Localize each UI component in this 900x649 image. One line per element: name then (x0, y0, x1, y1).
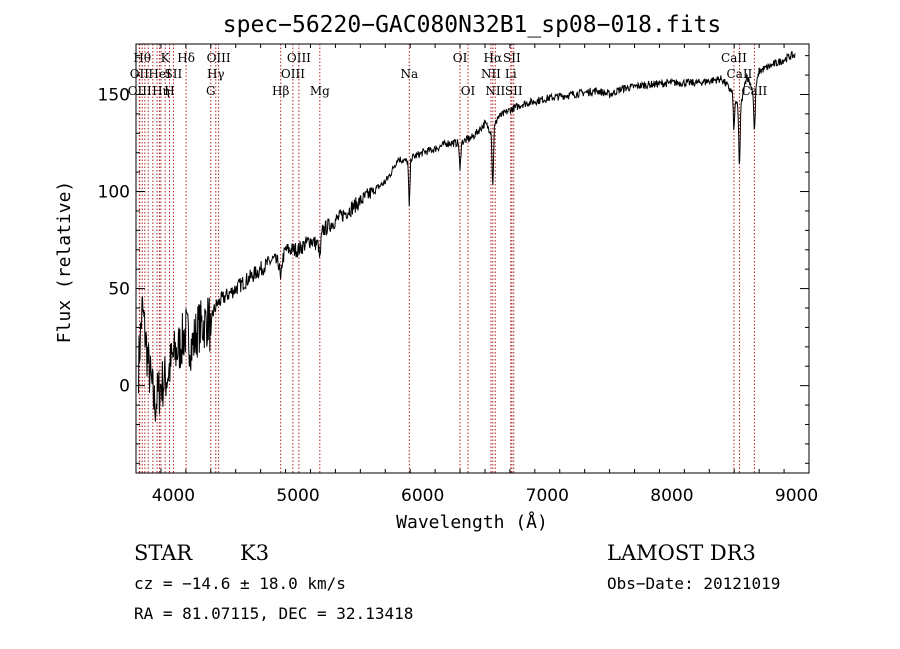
x-tick-label: 5000 (276, 486, 319, 506)
line-label: OIII (287, 51, 311, 65)
line-label: OIII (281, 67, 305, 81)
x-tick-label: 8000 (650, 486, 693, 506)
survey-name: LAMOST DR3 (607, 541, 756, 565)
x-tick-label: 4000 (152, 486, 195, 506)
object-subclass: K3 (240, 541, 269, 565)
line-label: H (164, 84, 174, 98)
y-axis-label: Flux (relative) (54, 181, 75, 344)
spectrum-line (138, 51, 796, 422)
line-label: HeI (148, 67, 171, 81)
line-label: Hδ (177, 51, 195, 65)
object-class: STAR (134, 541, 193, 565)
y-tick-label: 100 (98, 183, 130, 203)
x-axis-ticks: 4000 5000 6000 7000 8000 9000 (135, 44, 818, 506)
line-label: OI (453, 51, 468, 65)
line-label: Li (505, 67, 517, 81)
line-label: K (161, 51, 171, 65)
x-tick-label: 9000 (775, 486, 818, 506)
chart-title: spec−56220−GAC080N32B1_sp08−018.fits (223, 12, 722, 38)
line-label: Hη (152, 84, 170, 98)
coordinates-readout: RA = 81.07115, DEC = 32.13418 (134, 604, 413, 623)
plot-frame (135, 43, 810, 474)
line-label: NII (481, 67, 501, 81)
y-tick-label: 150 (98, 85, 130, 105)
line-label: OIII (128, 84, 152, 98)
line-label: SII (165, 67, 183, 81)
line-label: Hα (484, 51, 503, 65)
y-tick-label: 0 (119, 377, 130, 397)
line-label: OI (461, 84, 476, 98)
line-label: Hβ (272, 84, 289, 98)
line-label: NII (485, 84, 505, 98)
y-tick-label: 50 (108, 280, 130, 300)
spectral-line-markers (138, 44, 755, 473)
line-label: CaII (721, 51, 747, 65)
observation-date: Obs−Date: 20121019 (607, 574, 780, 593)
line-label: OII (130, 67, 150, 81)
line-label: SII (505, 84, 523, 98)
x-tick-label: 6000 (401, 486, 444, 506)
x-tick-label: 7000 (526, 486, 569, 506)
line-label: SII (503, 51, 521, 65)
line-label: OIII (207, 51, 231, 65)
line-label: Hθ (133, 51, 151, 65)
x-axis-label: Wavelength (Å) (396, 511, 548, 533)
redshift-readout: cz = −14.6 ± 18.0 km/s (134, 574, 346, 593)
line-label: Hγ (207, 67, 225, 81)
line-label: Na (400, 67, 418, 81)
line-label: Mg (310, 84, 330, 98)
line-label: G (206, 84, 216, 98)
y-axis-ticks: 0 50 100 150 (98, 55, 809, 464)
line-label: CaII (741, 84, 767, 98)
